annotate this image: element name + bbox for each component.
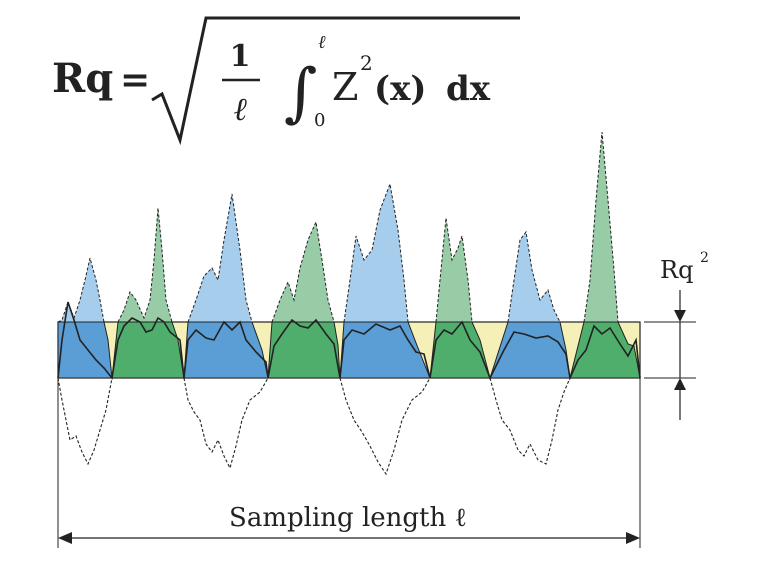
formula-equals: = (120, 59, 150, 101)
profile-segment-green-6 (429, 217, 491, 379)
profile-segment-green-4 (267, 220, 341, 379)
integral-lower-limit: 0 (314, 110, 325, 131)
rq-formula: Rq = 1 ℓ ∫ ℓ 0 Z 2 (x) dx (52, 16, 520, 146)
formula-lhs: Rq (52, 55, 113, 102)
original-profile-valleys (57, 377, 571, 476)
formula-integrand: Z (332, 65, 358, 109)
rq-arrow-head-down (674, 310, 686, 322)
integral-sign: ∫ (284, 56, 317, 130)
profile-segment-blue-3 (183, 193, 269, 379)
formula-numerator: 1 (230, 39, 251, 74)
sampling-arrow-left (58, 532, 72, 544)
profile-segment-blue-5 (339, 182, 431, 379)
rq-arrow-head-up (674, 378, 686, 390)
integral-upper-limit: ℓ (318, 32, 326, 53)
profile-segment-green-2 (111, 207, 185, 379)
radical-sign (151, 16, 520, 146)
sampling-length-label: Sampling length ℓ (229, 503, 467, 533)
formula-differential: dx (446, 69, 491, 109)
sampling-length-dimension: Sampling length ℓ (57, 378, 641, 548)
sampling-arrow-right (626, 532, 640, 544)
rq-squared-exponent: 2 (700, 250, 709, 266)
profile-segment-green-8 (569, 131, 641, 379)
formula-argument: (x) (374, 69, 426, 109)
rq-squared-dimension: Rq 2 (644, 250, 709, 420)
profile-line-in-band (57, 301, 641, 381)
squared-profile (57, 131, 641, 476)
formula-denominator: ℓ (233, 90, 247, 128)
profile-segment-blue-7 (489, 230, 571, 379)
rq-squared-label: Rq (660, 256, 693, 284)
formula-exponent: 2 (360, 51, 373, 75)
